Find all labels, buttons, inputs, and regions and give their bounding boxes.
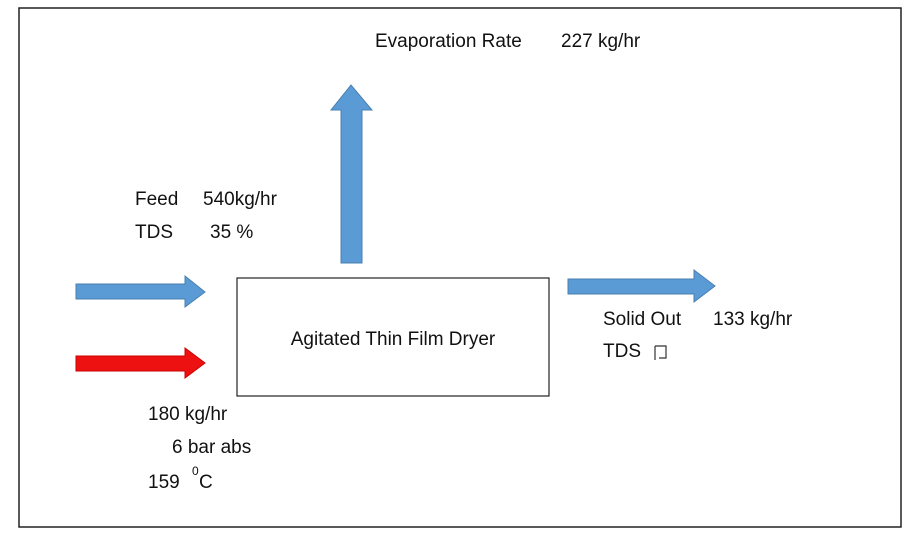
frame <box>18 7 902 528</box>
dryer-label: Agitated Thin Film Dryer <box>291 329 496 350</box>
solid-out-rate: 133 kg/hr <box>713 309 793 330</box>
evaporation-label: Evaporation Rate <box>375 31 522 52</box>
placeholder-glyph <box>654 345 667 360</box>
feed-tds: 35 % <box>210 222 253 243</box>
feed-arrow <box>75 274 206 308</box>
solid-out-arrow <box>567 268 716 304</box>
solid-out-label: Solid Out <box>603 309 682 330</box>
feed-label: Feed <box>135 189 178 210</box>
solid-out-tds-label: TDS <box>603 341 641 362</box>
dryer-box <box>236 277 550 397</box>
steam-pressure: 6 bar abs <box>172 437 251 458</box>
steam-arrow <box>75 347 206 379</box>
feed-tds-label: TDS <box>135 222 173 243</box>
feed-rate: 540kg/hr <box>203 189 278 210</box>
steam-rate: 180 kg/hr <box>148 404 228 425</box>
steam-degree: 0 <box>192 464 199 478</box>
steam-temperature: 159 <box>148 472 180 493</box>
evaporation-rate: 227 kg/hr <box>561 31 641 52</box>
steam-unit: C <box>199 472 213 493</box>
evaporation-arrow <box>329 84 374 264</box>
